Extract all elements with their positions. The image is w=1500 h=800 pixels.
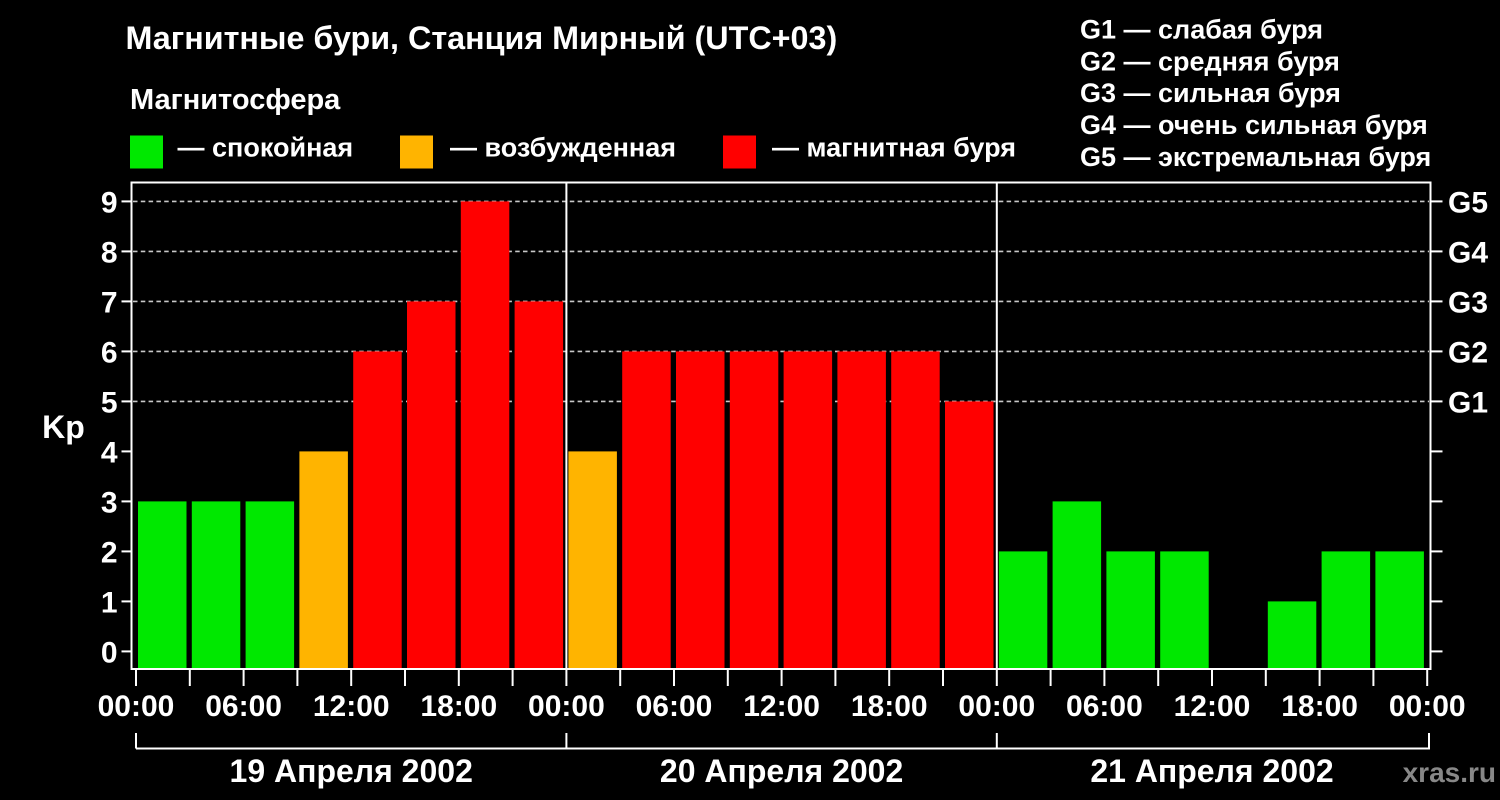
svg-text:Магнитосфера: Магнитосфера (130, 84, 341, 116)
svg-text:G4: G4 (1448, 236, 1488, 269)
svg-text:06:00: 06:00 (205, 690, 282, 723)
svg-text:0: 0 (101, 636, 118, 669)
svg-text:G3: G3 (1448, 286, 1488, 319)
svg-text:7: 7 (101, 286, 118, 319)
svg-text:G4 — очень сильная буря: G4 — очень сильная буря (1080, 110, 1428, 140)
svg-text:18:00: 18:00 (420, 690, 497, 723)
svg-text:06:00: 06:00 (1066, 690, 1143, 723)
svg-text:3: 3 (101, 486, 118, 519)
svg-text:G2 — средняя буря: G2 — средняя буря (1080, 46, 1340, 76)
svg-text:20 Апреля 2002: 20 Апреля 2002 (660, 753, 903, 789)
svg-text:12:00: 12:00 (313, 690, 390, 723)
svg-text:G1 — слабая буря: G1 — слабая буря (1080, 14, 1323, 44)
svg-text:00:00: 00:00 (958, 690, 1035, 723)
svg-text:G2: G2 (1448, 336, 1488, 369)
svg-text:12:00: 12:00 (1174, 690, 1251, 723)
svg-text:18:00: 18:00 (1281, 690, 1358, 723)
svg-text:06:00: 06:00 (636, 690, 713, 723)
svg-text:19 Апреля 2002: 19 Апреля 2002 (230, 753, 473, 789)
svg-text:xras.ru: xras.ru (1403, 757, 1496, 788)
svg-text:18:00: 18:00 (851, 690, 928, 723)
svg-text:5: 5 (101, 386, 118, 419)
svg-text:G5: G5 (1448, 186, 1488, 219)
svg-text:00:00: 00:00 (528, 690, 605, 723)
svg-text:Kp: Kp (42, 409, 85, 445)
svg-text:G1: G1 (1448, 386, 1488, 419)
svg-text:00:00: 00:00 (1389, 690, 1466, 723)
svg-text:4: 4 (101, 436, 118, 469)
svg-text:G5 — экстремальная буря: G5 — экстремальная буря (1080, 142, 1431, 172)
svg-text:9: 9 (101, 186, 118, 219)
svg-text:— спокойная: — спокойная (178, 133, 354, 163)
svg-text:— возбужденная: — возбужденная (450, 133, 676, 163)
svg-text:12:00: 12:00 (743, 690, 820, 723)
svg-text:21 Апреля 2002: 21 Апреля 2002 (1090, 753, 1333, 789)
svg-text:G3 — сильная буря: G3 — сильная буря (1080, 78, 1341, 108)
svg-text:— магнитная буря: — магнитная буря (772, 133, 1016, 163)
svg-text:Магнитные бури, Станция Мирный: Магнитные бури, Станция Мирный (UTC+03) (126, 20, 838, 56)
svg-text:1: 1 (101, 586, 118, 619)
svg-text:00:00: 00:00 (98, 690, 175, 723)
svg-text:8: 8 (101, 236, 118, 269)
svg-text:6: 6 (101, 336, 118, 369)
svg-text:2: 2 (101, 536, 118, 569)
